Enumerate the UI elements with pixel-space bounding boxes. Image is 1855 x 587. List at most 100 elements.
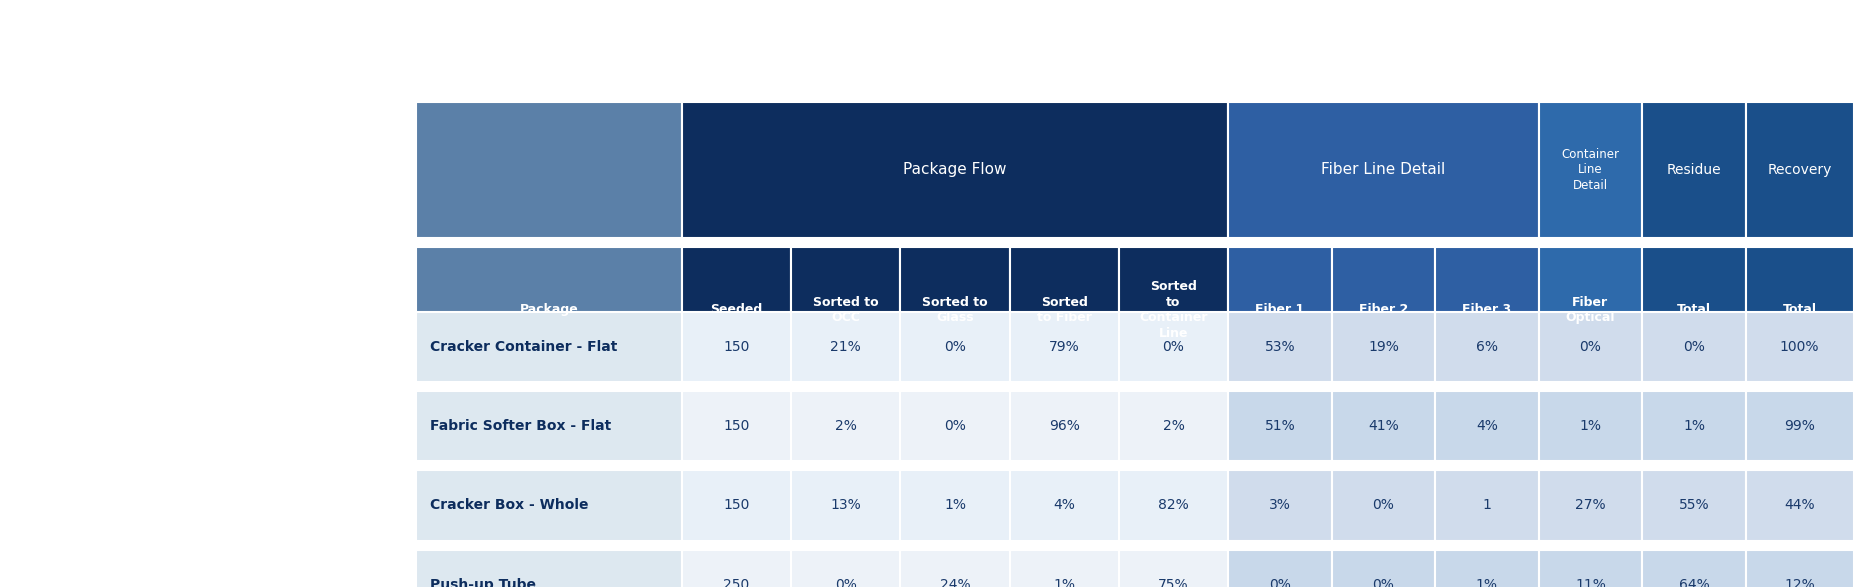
Text: Sorted to
OCC: Sorted to OCC (812, 296, 879, 324)
Text: 2%: 2% (835, 419, 857, 433)
Text: 96%: 96% (1048, 419, 1080, 433)
Text: 12%: 12% (1785, 578, 1814, 587)
Bar (790, 247, 900, 373)
Bar (1642, 470, 1746, 541)
Bar (416, 102, 683, 238)
Text: Recovery: Recovery (1768, 163, 1831, 177)
Bar (1436, 549, 1538, 587)
Bar (790, 392, 900, 461)
Bar (416, 247, 683, 373)
Text: 250: 250 (723, 578, 749, 587)
Text: 13%: 13% (831, 498, 861, 512)
Text: 0%: 0% (944, 419, 966, 433)
Text: 0%: 0% (1269, 578, 1291, 587)
Bar (1746, 102, 1853, 238)
Bar (1746, 247, 1853, 373)
Text: 150: 150 (723, 340, 749, 355)
Bar (1228, 102, 1538, 238)
Text: 51%: 51% (1265, 419, 1295, 433)
Text: 1%: 1% (1477, 578, 1499, 587)
Bar (683, 470, 790, 541)
Bar (1009, 312, 1119, 382)
Text: Push-up Tube: Push-up Tube (430, 578, 536, 587)
Text: Cracker Box - Whole: Cracker Box - Whole (430, 498, 588, 512)
Bar (1228, 549, 1332, 587)
Bar (1538, 549, 1642, 587)
Bar (1746, 470, 1853, 541)
Text: Package: Package (519, 303, 579, 316)
Text: 4%: 4% (1054, 498, 1076, 512)
Bar (790, 312, 900, 382)
Bar (683, 312, 790, 382)
Bar (1119, 247, 1228, 373)
Bar (790, 549, 900, 587)
Text: Seeded: Seeded (710, 303, 762, 316)
Bar (1746, 549, 1853, 587)
Text: 27%: 27% (1575, 498, 1606, 512)
Bar (900, 312, 1009, 382)
Bar (683, 549, 790, 587)
Text: 0%: 0% (1373, 578, 1395, 587)
Bar (1746, 312, 1853, 382)
Bar (1228, 247, 1332, 373)
Bar (683, 247, 790, 373)
Bar (900, 392, 1009, 461)
Bar (416, 470, 683, 541)
Text: Residue: Residue (1666, 163, 1721, 177)
Bar (900, 549, 1009, 587)
Bar (1228, 312, 1332, 382)
Text: 3%: 3% (1269, 498, 1291, 512)
Bar (1009, 392, 1119, 461)
Text: Package Flow: Package Flow (903, 163, 1007, 177)
Bar (416, 312, 683, 382)
Text: 99%: 99% (1785, 419, 1814, 433)
Bar (683, 392, 790, 461)
Bar (1538, 470, 1642, 541)
Bar (1538, 102, 1642, 238)
Text: 0%: 0% (835, 578, 857, 587)
Text: 4%: 4% (1477, 419, 1497, 433)
Bar (1332, 392, 1436, 461)
Bar (1642, 549, 1746, 587)
Text: 41%: 41% (1367, 419, 1399, 433)
Text: 1%: 1% (1054, 578, 1076, 587)
Text: Total: Total (1783, 303, 1816, 316)
Bar (1009, 549, 1119, 587)
Bar (416, 392, 683, 461)
Bar (1009, 247, 1119, 373)
Bar (1436, 312, 1538, 382)
Text: 0%: 0% (1373, 498, 1395, 512)
Bar (1119, 470, 1228, 541)
Text: 44%: 44% (1785, 498, 1814, 512)
Bar (1332, 549, 1436, 587)
Text: Container
Line
Detail: Container Line Detail (1562, 148, 1619, 192)
Text: 53%: 53% (1265, 340, 1295, 355)
Bar (1228, 392, 1332, 461)
Text: Sorted
to
Container
Line: Sorted to Container Line (1139, 280, 1208, 340)
Text: 64%: 64% (1679, 578, 1708, 587)
Text: 24%: 24% (940, 578, 970, 587)
Text: Fiber
Optical: Fiber Optical (1566, 296, 1616, 324)
Bar (1009, 470, 1119, 541)
Text: 21%: 21% (831, 340, 861, 355)
Text: 19%: 19% (1367, 340, 1399, 355)
Bar (1538, 247, 1642, 373)
Text: 1%: 1% (1682, 419, 1705, 433)
Text: Total: Total (1677, 303, 1710, 316)
Text: 55%: 55% (1679, 498, 1708, 512)
Text: 82%: 82% (1158, 498, 1189, 512)
Bar (416, 549, 683, 587)
Bar (1119, 392, 1228, 461)
Bar (1332, 247, 1436, 373)
Text: 0%: 0% (1682, 340, 1705, 355)
Text: 1%: 1% (944, 498, 966, 512)
Text: Fiber Line Detail: Fiber Line Detail (1321, 163, 1445, 177)
Bar (1642, 102, 1746, 238)
Bar (1119, 312, 1228, 382)
Text: 2%: 2% (1163, 419, 1185, 433)
Text: 79%: 79% (1048, 340, 1080, 355)
Bar (683, 102, 1228, 238)
Text: Fiber 3: Fiber 3 (1462, 303, 1512, 316)
Bar (1332, 312, 1436, 382)
Bar (1436, 470, 1538, 541)
